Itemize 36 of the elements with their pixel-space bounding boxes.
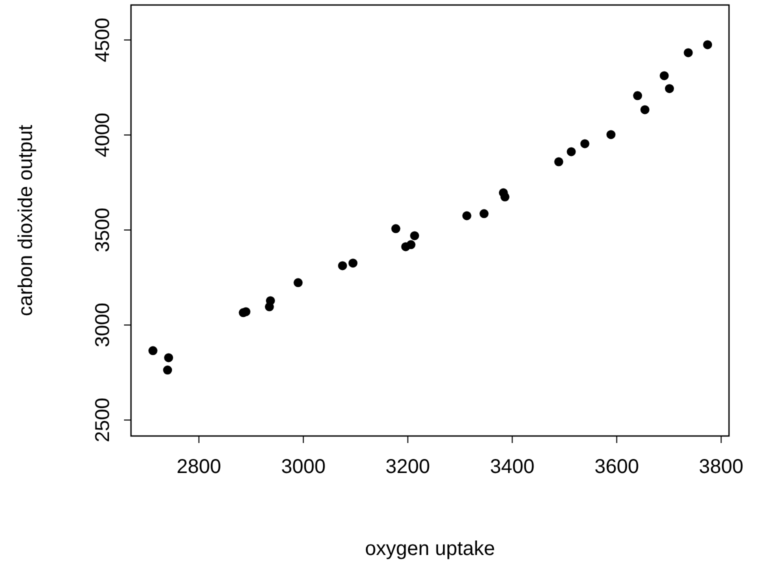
point bbox=[580, 139, 590, 148]
point bbox=[566, 147, 576, 156]
x-tick-label: 3400 bbox=[490, 456, 535, 478]
point bbox=[480, 209, 489, 218]
y-tick-label: 3500 bbox=[92, 208, 114, 252]
x-tick-label: 3800 bbox=[698, 456, 744, 478]
point bbox=[684, 48, 693, 58]
x-axis-title: oxygen uptake bbox=[364, 538, 496, 560]
point bbox=[410, 231, 420, 240]
point bbox=[391, 224, 400, 234]
point bbox=[703, 40, 712, 50]
y-tick-label: 4500 bbox=[92, 18, 114, 62]
point bbox=[163, 366, 172, 375]
point bbox=[348, 258, 358, 268]
point bbox=[406, 240, 416, 250]
point bbox=[338, 261, 348, 270]
y-tick-label: 4000 bbox=[92, 112, 114, 158]
point bbox=[554, 157, 564, 166]
point bbox=[462, 211, 472, 220]
y-tick-label: 3000 bbox=[92, 302, 114, 348]
x-tick-label: 3000 bbox=[281, 456, 326, 478]
point bbox=[148, 346, 158, 356]
y-axis-title: carbon dioxide output bbox=[15, 124, 37, 316]
x-tick-label: 3200 bbox=[386, 456, 430, 478]
point bbox=[500, 192, 510, 202]
point bbox=[640, 105, 650, 114]
point bbox=[164, 353, 174, 362]
point bbox=[606, 130, 616, 140]
x-tick-label: 2800 bbox=[176, 456, 222, 478]
point bbox=[633, 91, 642, 100]
point bbox=[266, 296, 275, 306]
point bbox=[664, 84, 674, 94]
point bbox=[660, 71, 669, 80]
point bbox=[294, 278, 303, 288]
x-tick-label: 3600 bbox=[594, 456, 639, 478]
y-tick-label: 2500 bbox=[92, 398, 114, 442]
